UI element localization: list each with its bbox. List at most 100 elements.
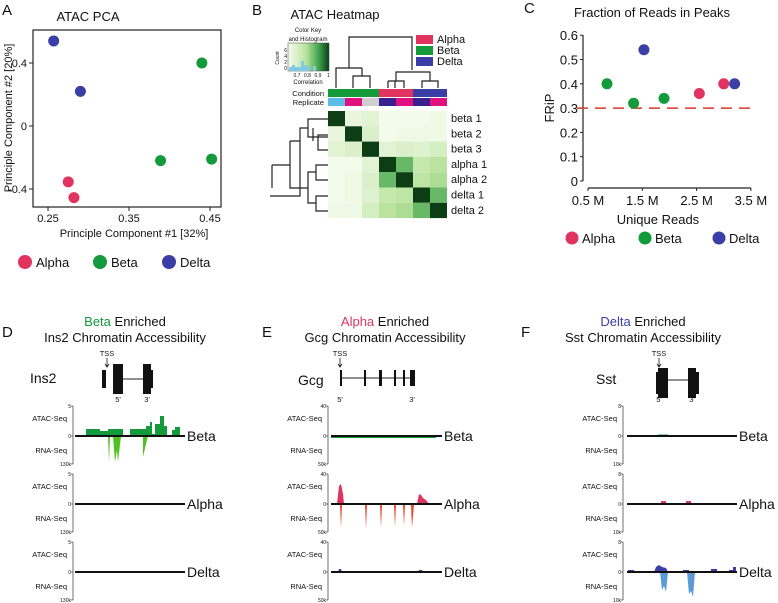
- pca-point-beta: [155, 155, 167, 167]
- panel-label-C: C: [524, 0, 535, 17]
- colorkey-ytick: 6: [284, 48, 287, 54]
- heatmap-cell: [430, 126, 447, 142]
- atac-seq-label: ATAC-Seq: [287, 550, 322, 559]
- frip-legend-swatch: [638, 231, 652, 245]
- zero-label: 0: [618, 570, 621, 576]
- frip-legend-swatch: [712, 231, 726, 245]
- frip-point-delta: [729, 78, 741, 90]
- legend-swatch: [162, 255, 176, 269]
- gene-name: Sst: [596, 371, 616, 387]
- heatmap-cell: [430, 202, 447, 219]
- frip-title: Fraction of Reads in Peaks: [574, 5, 731, 20]
- heatmap-legend-swatch: [416, 35, 433, 44]
- colorkey-xlabel: Correlation: [293, 80, 322, 86]
- rna-signal: [660, 572, 695, 597]
- heatmap-cell: [345, 126, 362, 142]
- atac-max-label: 40: [320, 540, 326, 546]
- zero-label: 0: [68, 570, 71, 576]
- replicate-bar-cell: [396, 98, 413, 106]
- heatmap-cell: [413, 126, 430, 142]
- atac-max-label: 8: [618, 540, 621, 546]
- tss-arrow-icon: [337, 358, 343, 368]
- heatmap-cell: [413, 172, 430, 188]
- track-cell-label: Alpha: [739, 496, 775, 512]
- track-cell-label: Delta: [739, 564, 772, 580]
- pca-xlabel: Principle Component #1 [32%]: [60, 228, 209, 240]
- heatmap-legend-label: Alpha: [437, 34, 466, 46]
- colorkey-xtick: 0.7: [294, 73, 301, 79]
- pca-xtick-label: 0.25: [37, 213, 58, 225]
- pca-point-alpha: [68, 192, 80, 204]
- pca-point-beta: [206, 153, 218, 165]
- frip-point-beta: [628, 97, 640, 109]
- rna-seq-label: RNA-Seq: [585, 446, 617, 455]
- heatmap-cell: [345, 111, 362, 127]
- atac-max-label: 5: [68, 404, 71, 410]
- heatmap-cell: [362, 187, 379, 203]
- heatmap-row-label: beta 3: [451, 144, 482, 156]
- heatmap-row-label: beta 1: [451, 113, 482, 125]
- heatmap-cell: [345, 172, 362, 188]
- legend-label: Alpha: [36, 255, 70, 270]
- pca-point-beta: [196, 57, 208, 69]
- atac-max-label: 5: [68, 472, 71, 478]
- tss-arrow-icon: [104, 358, 110, 368]
- rna-max-label: 10k: [613, 462, 622, 468]
- rna-seq-label: RNA-Seq: [35, 514, 67, 523]
- panel-label-E: E: [262, 324, 272, 341]
- heatmap-legend-swatch: [416, 46, 433, 55]
- heatmap-cell: [396, 202, 413, 219]
- five-prime-label: 5': [337, 395, 343, 404]
- rna-seq-label: RNA-Seq: [35, 582, 67, 591]
- colorkey-xtick: 0.8: [304, 73, 311, 79]
- pca-point-delta: [48, 35, 60, 47]
- heatmap-cell: [379, 202, 396, 219]
- tss-label: TSS: [100, 349, 115, 358]
- heatmap-cell: [379, 111, 396, 127]
- heatmap-cell: [345, 187, 362, 203]
- colorkey-ytick: 4: [284, 54, 287, 60]
- frip-legend-label: Beta: [655, 231, 683, 246]
- colorkey-subtitle: and Histogram: [288, 37, 327, 43]
- condition-bar-cell: [413, 89, 430, 97]
- panel-label-A: A: [2, 2, 12, 19]
- panel-label-B: B: [252, 2, 262, 19]
- frip-legend-label: Delta: [729, 231, 760, 246]
- heatmap-cell: [430, 187, 447, 203]
- frip-point-alpha: [718, 78, 730, 90]
- replicate-label: Replicate: [293, 98, 324, 107]
- heatmap-title: ATAC Heatmap: [290, 7, 379, 22]
- tss-arrow-icon: [656, 358, 662, 368]
- atac-seq-label: ATAC-Seq: [582, 414, 617, 423]
- gene-exons: [656, 368, 699, 398]
- panel-label-F: F: [521, 324, 530, 341]
- track-panel-subtitle: Ins2 Chromatin Accessibility: [44, 330, 206, 345]
- heatmap-cell: [362, 156, 379, 173]
- heatmap-cell: [362, 126, 379, 142]
- rna-seq-label: RNA-Seq: [585, 582, 617, 591]
- frip-ytick-label: 0.2: [560, 125, 578, 140]
- frip-xtick-label: 3.5 M: [735, 193, 768, 208]
- heatmap-cell: [396, 156, 413, 173]
- track-cell-label: Beta: [187, 428, 216, 444]
- replicate-bar-cell: [345, 98, 362, 106]
- frip-ylabel: FRiP: [542, 94, 557, 123]
- frip-legend-swatch: [565, 231, 579, 245]
- condition-bar-cell: [345, 89, 362, 97]
- rna-signal: [108, 436, 148, 462]
- heatmap-cell: [345, 202, 362, 219]
- frip-legend-label: Alpha: [582, 231, 616, 246]
- track-panel-title: Alpha Enriched: [341, 314, 429, 329]
- atac-signal: [628, 565, 736, 572]
- frip-point-delta: [638, 44, 650, 56]
- enriched-word: Enriched: [631, 314, 686, 329]
- track-panel-subtitle: Gcg Chromatin Accessibility: [304, 330, 466, 345]
- heatmap-cell: [379, 156, 396, 173]
- heatmap-row-label: alpha 1: [451, 159, 487, 171]
- frip-xtick-label: 0.5 M: [572, 193, 605, 208]
- colorkey-title: Color Key: [295, 28, 321, 34]
- atac-seq-label: ATAC-Seq: [287, 482, 322, 491]
- rna-seq-label: RNA-Seq: [585, 514, 617, 523]
- heatmap-cell: [430, 141, 447, 157]
- frip-ytick-label: 0.4: [560, 77, 578, 92]
